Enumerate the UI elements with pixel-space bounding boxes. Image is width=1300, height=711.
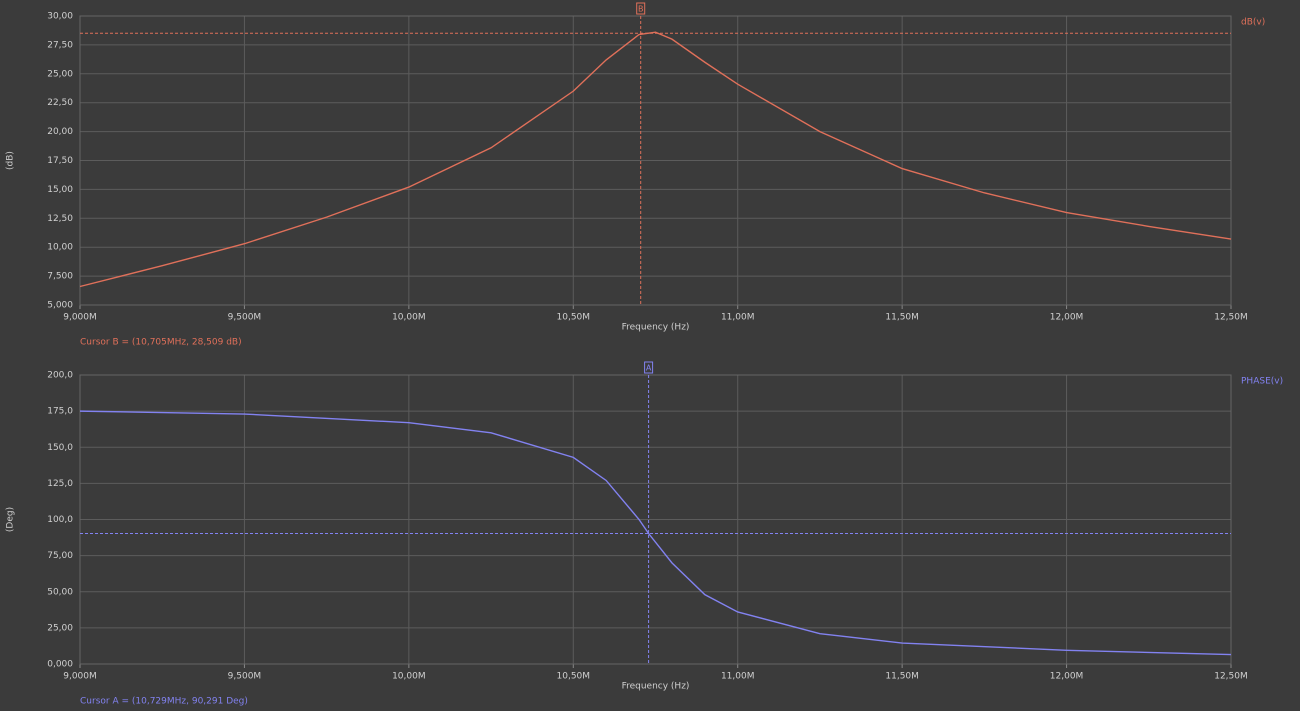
series-line <box>79 410 1232 656</box>
y-tick-label: 75,00 <box>47 551 73 561</box>
cursor-readout: Cursor A = (10,729MHz, 90,291 Deg) <box>80 697 248 707</box>
y-tick-label: 0,000 <box>47 660 73 670</box>
x-axis-label: Frequency (Hz) <box>622 682 690 692</box>
y-tick-label: 10,00 <box>47 243 73 253</box>
x-axis-label: Frequency (Hz) <box>622 323 690 333</box>
x-tick-label: 11,00M <box>721 672 755 682</box>
cursor-marker-label: B <box>638 5 644 14</box>
x-tick-label: 12,50M <box>1214 672 1248 682</box>
x-tick-label: 10,50M <box>557 672 591 682</box>
y-tick-label: 125,0 <box>47 479 73 489</box>
plot-frame <box>79 15 1232 306</box>
y-tick-label: 30,00 <box>47 12 73 22</box>
y-tick-label: 200,0 <box>47 371 73 381</box>
cursor-readout: Cursor B = (10,705MHz, 28,509 dB) <box>80 338 242 348</box>
y-tick-label: 100,0 <box>47 515 73 525</box>
cursor-marker <box>636 2 646 15</box>
y-axis-label: (dB) <box>6 151 16 170</box>
y-tick-label: 7,500 <box>47 272 73 282</box>
y-tick-label: 50,00 <box>47 587 73 597</box>
y-tick-label: 15,00 <box>47 185 73 195</box>
y-tick-label: 27,50 <box>47 40 73 50</box>
plot-frame <box>79 374 1232 665</box>
x-tick-label: 12,50M <box>1214 313 1248 323</box>
y-tick-label: 5,000 <box>47 301 73 311</box>
legend-entry: dB(v) <box>1241 18 1265 28</box>
x-tick-label: 10,50M <box>557 313 591 323</box>
legend-entry: PHASE(v) <box>1241 377 1283 387</box>
y-tick-label: 25,00 <box>47 69 73 79</box>
x-tick-label: 12,00M <box>1050 672 1084 682</box>
x-tick-label: 9,000M <box>63 672 97 682</box>
cursor-marker <box>644 361 654 374</box>
x-tick-label: 11,50M <box>885 672 919 682</box>
y-tick-label: 22,50 <box>47 98 73 108</box>
y-tick-label: 12,50 <box>47 214 73 224</box>
x-tick-label: 9,000M <box>63 313 97 323</box>
y-tick-label: 175,0 <box>47 407 73 417</box>
y-tick-label: 150,0 <box>47 443 73 453</box>
x-tick-label: 12,00M <box>1050 313 1084 323</box>
x-tick-label: 9,500M <box>228 672 262 682</box>
y-axis-label: (Deg) <box>6 507 16 532</box>
series-line <box>79 31 1232 288</box>
x-tick-label: 11,00M <box>721 313 755 323</box>
y-tick-label: 20,00 <box>47 127 73 137</box>
y-tick-label: 25,00 <box>47 623 73 633</box>
x-tick-label: 11,50M <box>885 313 919 323</box>
y-tick-label: 17,50 <box>47 156 73 166</box>
x-tick-label: 10,00M <box>392 672 426 682</box>
x-tick-label: 9,500M <box>228 313 262 323</box>
cursor-marker-label: A <box>646 364 652 373</box>
x-tick-label: 10,00M <box>392 313 426 323</box>
